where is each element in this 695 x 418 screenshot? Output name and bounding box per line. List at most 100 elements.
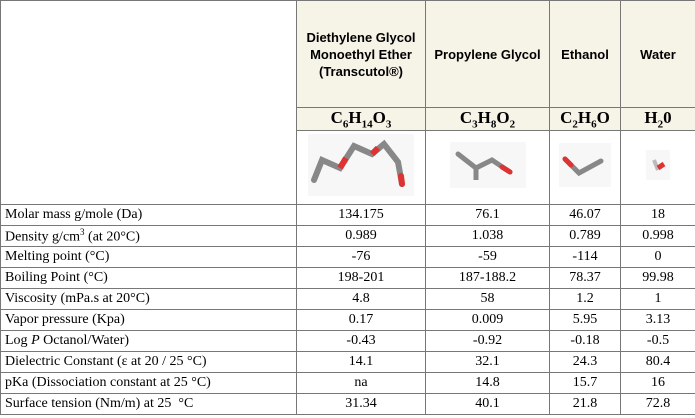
structure-image	[308, 134, 414, 197]
label-part: Log	[5, 333, 32, 349]
formula-part: C	[560, 108, 573, 127]
value-cell: -59	[425, 246, 550, 269]
formula-cell: C3H8O2	[425, 106, 550, 132]
value-cell: 1.038	[425, 225, 550, 248]
value-cell: -0.43	[296, 330, 426, 353]
formula-cell: C2H6O	[549, 106, 621, 132]
structure-cell	[549, 130, 621, 206]
label-part: (at 20°C)	[84, 229, 140, 245]
data-row: Log P Octanol/Water) -0.43 -0.92 -0.18 -0.5	[0, 330, 695, 353]
formula-part: 8	[490, 118, 497, 131]
value-cell: -76	[296, 246, 426, 269]
formula-part: C	[330, 108, 343, 127]
formula-row: C6H14O3 C3H8O2 C2H6O H20	[1, 106, 695, 132]
data-row: Molar mass g/mole (Da) 134.175 76.1 46.07 18	[0, 204, 695, 227]
row-label: Dielectric Constant (ε at 20 / 25 °C)	[0, 351, 297, 374]
column-name: Propylene Glycol	[425, 0, 550, 108]
formula-cell: H20	[620, 106, 695, 132]
structure-image	[559, 143, 611, 188]
value-cell: -0.18	[549, 330, 621, 353]
structure-image	[449, 142, 526, 189]
label-part: Vapor pressure (Kpa)	[5, 312, 125, 328]
value-cell: 46.07	[549, 204, 621, 227]
formula-part: H	[477, 108, 491, 127]
value-cell: 16	[620, 372, 695, 395]
corner-cell	[0, 0, 297, 206]
structure-image	[646, 150, 670, 181]
formula-part: 0	[663, 108, 672, 127]
formula-part: 2	[657, 118, 664, 131]
row-label: Surface tension (Nm/m) at 25 °C	[0, 393, 297, 416]
formula-part: 14	[361, 118, 373, 131]
value-cell: 58	[425, 288, 550, 311]
value-cell: -114	[549, 246, 621, 269]
label-part: Molar mass g/mole (Da)	[5, 207, 143, 223]
label-part: pKa (Dissociation constant at 25 °C)	[5, 375, 211, 391]
value-cell: 0.009	[425, 309, 550, 332]
formula-part: H	[348, 108, 362, 127]
value-cell: 187-188.2	[425, 267, 550, 290]
value-cell: 24.3	[549, 351, 621, 374]
value-cell: -0.5	[620, 330, 695, 353]
label-part: Dielectric Constant (ε at 20 / 25 °C)	[5, 354, 207, 370]
row-label: Vapor pressure (Kpa)	[0, 309, 297, 332]
label-part: Boiling Point (°C)	[5, 270, 108, 286]
structure-row	[1, 130, 695, 206]
data-row: Density g/cm3 (at 20°C) 0.989 1.038 0.789 0.…	[0, 225, 695, 248]
row-label: Density g/cm3 (at 20°C)	[0, 225, 297, 248]
row-label: Viscosity (mPa.s at 20°C)	[0, 288, 297, 311]
value-cell: 5.95	[549, 309, 621, 332]
value-cell: 14.8	[425, 372, 550, 395]
value-cell: 80.4	[620, 351, 695, 374]
value-cell: 0.17	[296, 309, 426, 332]
formula-part: H	[577, 108, 592, 127]
label-part: Melting point (°C)	[5, 249, 110, 265]
value-cell: 21.8	[549, 393, 621, 416]
value-cell: 1.2	[549, 288, 621, 311]
formula-part: 2	[572, 118, 578, 131]
column-name: Ethanol	[549, 0, 621, 108]
value-cell: 76.1	[425, 204, 550, 227]
value-cell: 0.998	[620, 225, 695, 248]
formula-cell: C6H14O3	[296, 106, 426, 132]
row-label: Melting point (°C)	[0, 246, 297, 269]
value-cell: 14.1	[296, 351, 426, 374]
header-row: Diethylene Glycol Monoethyl Ether (Trans…	[0, 0, 695, 206]
value-cell: 99.98	[620, 267, 695, 290]
value-cell: 78.37	[549, 267, 621, 290]
data-row: Surface tension (Nm/m) at 25 °C 31.34 40.1…	[0, 393, 695, 416]
value-cell: 198-201	[296, 267, 426, 290]
row-label: pKa (Dissociation constant at 25 °C)	[0, 372, 297, 395]
value-cell: 40.1	[425, 393, 550, 416]
label-part: Viscosity (mPa.s at 20°C)	[5, 291, 150, 307]
row-label: Boiling Point (°C)	[0, 267, 297, 290]
label-part: Surface tension (Nm/m) at 25 °C	[5, 396, 194, 412]
value-cell: 18	[620, 204, 695, 227]
value-cell: 4.8	[296, 288, 426, 311]
structure-cell	[425, 130, 550, 206]
column-name: Water	[620, 0, 695, 108]
value-cell: na	[296, 372, 426, 395]
data-row: Viscosity (mPa.s at 20°C) 4.8 58 1.2 1	[0, 288, 695, 311]
formula-part: C	[459, 108, 473, 127]
row-label: Molar mass g/mole (Da)	[0, 204, 297, 227]
label-part: Density g/cm	[5, 229, 81, 245]
value-cell: 0	[620, 246, 695, 269]
formula-part: O	[372, 108, 386, 127]
structure-cell	[620, 130, 695, 206]
formula-part: 6	[342, 118, 349, 131]
value-cell: 3.13	[620, 309, 695, 332]
formula-part: O	[496, 108, 510, 127]
data-row: Boiling Point (°C) 198-201 187-188.2 78.37 9…	[0, 267, 695, 290]
formula-part: 3	[472, 118, 478, 131]
data-row: Dielectric Constant (ε at 20 / 25 °C) 14.…	[0, 351, 695, 374]
formula-part: 6	[591, 118, 597, 131]
data-row: Melting point (°C) -76 -59 -114 0	[0, 246, 695, 269]
structure-cell	[296, 130, 426, 206]
value-cell: 72.8	[620, 393, 695, 416]
value-cell: 31.34	[296, 393, 426, 416]
value-cell: 32.1	[425, 351, 550, 374]
data-row: Vapor pressure (Kpa) 0.17 0.009 5.95 3.13	[0, 309, 695, 332]
